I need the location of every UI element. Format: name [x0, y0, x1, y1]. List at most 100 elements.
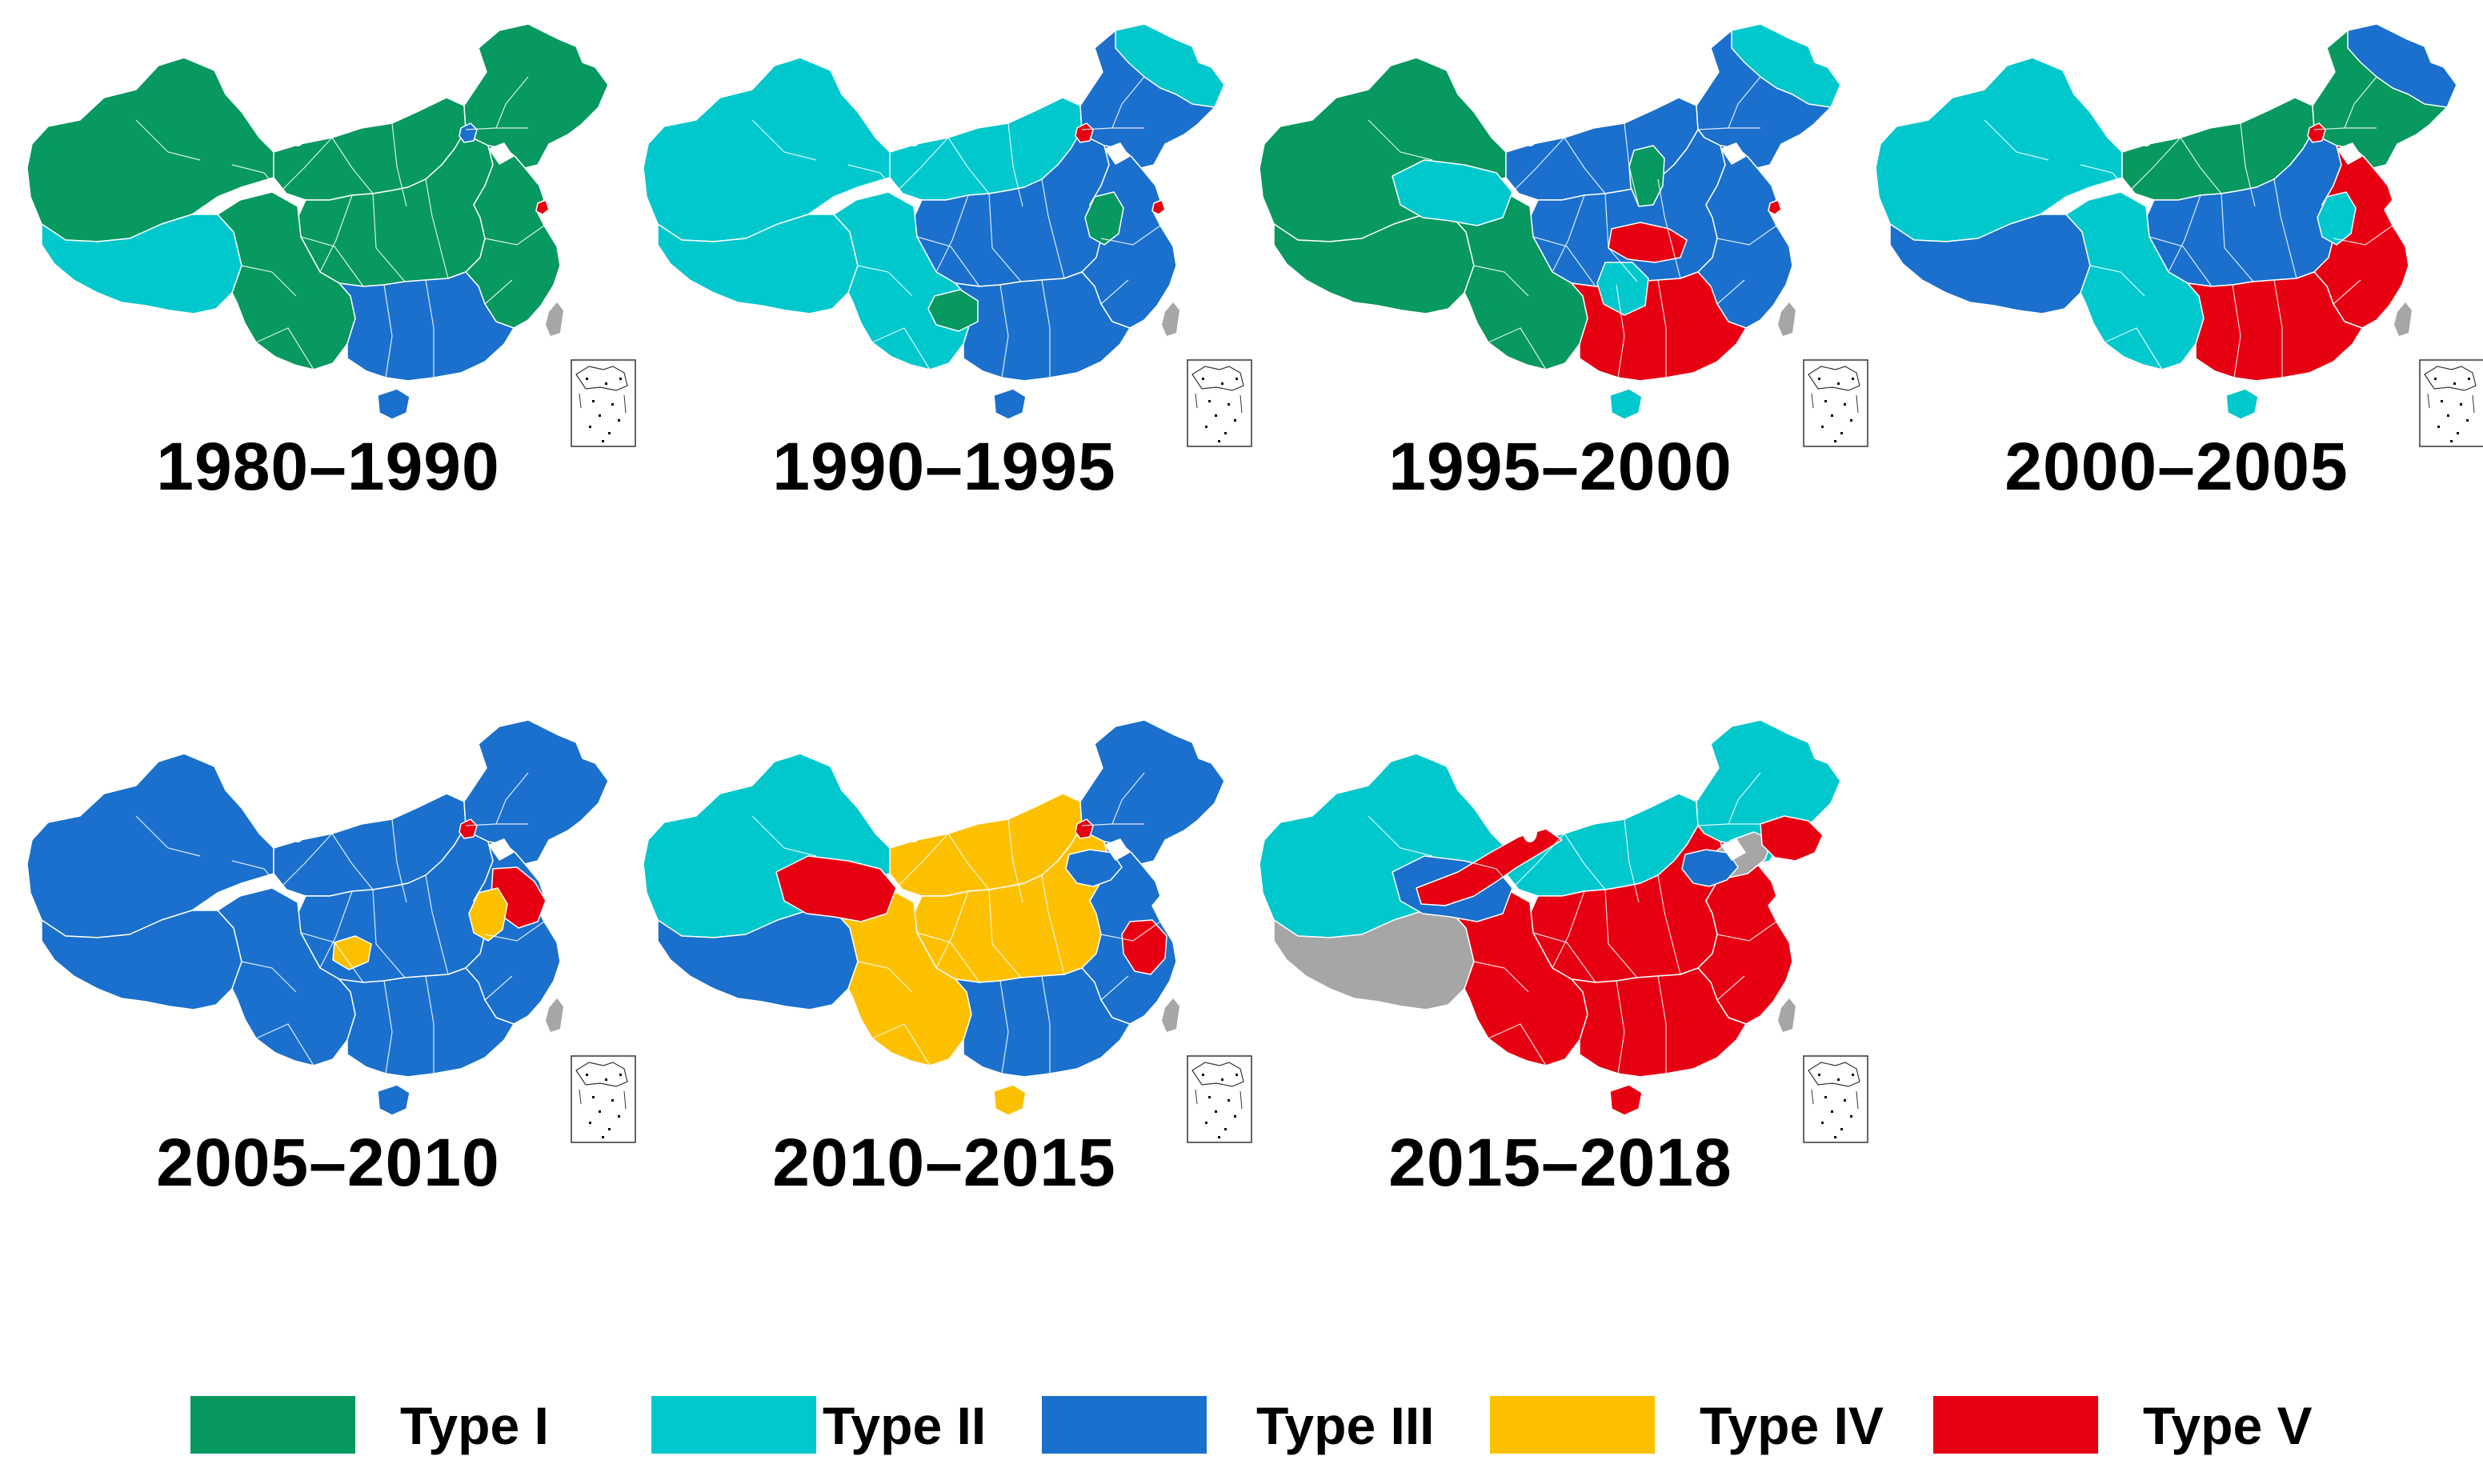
legend-swatch-type-iii	[1042, 1396, 1207, 1454]
period-label: 1980–1990	[156, 429, 500, 504]
province-border	[1100, 225, 1161, 246]
region-anhui	[1084, 191, 1124, 246]
island-icon	[2453, 382, 2456, 385]
china-map	[26, 719, 636, 1143]
china-map	[26, 23, 636, 447]
china-map	[1259, 719, 1868, 1143]
region-shandong	[1681, 849, 1739, 887]
region-beijing	[2307, 122, 2326, 143]
region-shanxi	[1628, 145, 1665, 207]
inset-coastline	[1191, 1062, 1244, 1087]
map-panel-4: 2000–2005	[1864, 8, 2483, 520]
island-icon	[586, 1074, 588, 1076]
period-label: 1995–2000	[1388, 429, 1732, 504]
inset-coastline	[575, 366, 628, 391]
region-south	[955, 271, 1131, 382]
inset-coastline	[1191, 366, 1244, 391]
province-border	[279, 137, 333, 193]
island-icon	[599, 1110, 601, 1113]
island-icon	[1852, 1074, 1854, 1076]
province-border	[1464, 164, 1513, 193]
province-border	[1041, 178, 1065, 279]
map-panel-6: 2010–2015	[632, 704, 1256, 1216]
map-panel-3: 1995–2000	[1248, 8, 1872, 520]
province-border	[135, 815, 201, 857]
island-icon	[619, 1074, 622, 1076]
legend-label-type-iv: Type IV	[1700, 1396, 1884, 1455]
bohai-sea	[488, 838, 514, 861]
bohai-sea	[2337, 142, 2362, 165]
island-icon	[1234, 419, 1236, 422]
province-border	[1657, 279, 1667, 378]
province-border	[484, 225, 545, 246]
province-border	[391, 122, 407, 207]
province-border	[2089, 265, 2145, 297]
island-icon	[1840, 432, 1843, 434]
region-south	[955, 967, 1131, 1078]
province-border	[2168, 194, 2201, 273]
island-icon	[2447, 414, 2449, 417]
province-border	[1041, 874, 1065, 975]
region-tibet	[1273, 214, 1475, 314]
lake-icon	[907, 822, 921, 842]
province-border	[372, 193, 406, 282]
island-icon	[592, 1096, 595, 1098]
region-southwest	[1449, 887, 1588, 1066]
province-border	[1657, 874, 1681, 975]
island-icon	[1235, 1074, 1238, 1076]
region-tibet	[1273, 910, 1475, 1010]
legend-swatch-type-i	[190, 1396, 355, 1454]
region-hubei	[1608, 222, 1688, 263]
region-east	[1697, 841, 1793, 1025]
map-regions	[1259, 719, 1841, 1116]
island-icon	[1818, 378, 1820, 380]
island-icon	[1818, 1074, 1820, 1076]
island-icon	[608, 432, 611, 434]
legend-label-type-v: Type V	[2143, 1396, 2313, 1455]
island-icon	[586, 378, 588, 380]
china-map	[1875, 23, 2483, 447]
province-border	[947, 833, 990, 890]
province-border	[2333, 279, 2361, 322]
bohai-sea	[1720, 142, 1746, 165]
region-hainan	[2225, 388, 2259, 420]
region-shanghai	[535, 199, 550, 215]
lake-icon	[290, 126, 305, 146]
island-icon	[2434, 378, 2437, 380]
lake-icon	[2139, 126, 2153, 146]
island-icon	[608, 1128, 611, 1130]
island-icon	[1850, 1115, 1852, 1118]
region-southwest	[217, 191, 356, 370]
province-border	[2104, 327, 2163, 370]
province-border	[300, 236, 364, 287]
region-hainan	[377, 1084, 410, 1116]
island-icon	[602, 440, 604, 442]
inset-dash	[1811, 393, 1859, 414]
south-china-sea-inset	[571, 1055, 636, 1143]
island-icon	[1208, 400, 1211, 402]
province-border	[425, 975, 435, 1074]
island-icon	[1834, 1136, 1836, 1138]
taiwan-island	[1778, 998, 1796, 1032]
south-china-sea-inset	[1803, 1055, 1868, 1143]
province-border	[751, 815, 817, 857]
island-icon	[1837, 382, 1840, 385]
taiwan-island	[1778, 302, 1796, 336]
inset-dash	[579, 1089, 627, 1110]
bohai-sea	[1104, 838, 1130, 861]
province-border	[2232, 284, 2241, 378]
province-border	[2344, 76, 2377, 129]
province-border	[1532, 236, 1596, 287]
province-border	[1512, 137, 1565, 193]
island-icon	[2457, 432, 2459, 434]
province-border	[1624, 122, 1640, 207]
province-border	[1552, 890, 1585, 969]
legend-label-type-ii: Type II	[823, 1396, 987, 1455]
region-heilongjiang	[1731, 23, 1841, 108]
region-beijing	[459, 818, 478, 839]
province-border	[241, 265, 297, 297]
island-icon	[618, 1115, 620, 1118]
province-border	[916, 932, 980, 983]
map-regions	[26, 23, 609, 420]
province-border	[935, 194, 969, 273]
